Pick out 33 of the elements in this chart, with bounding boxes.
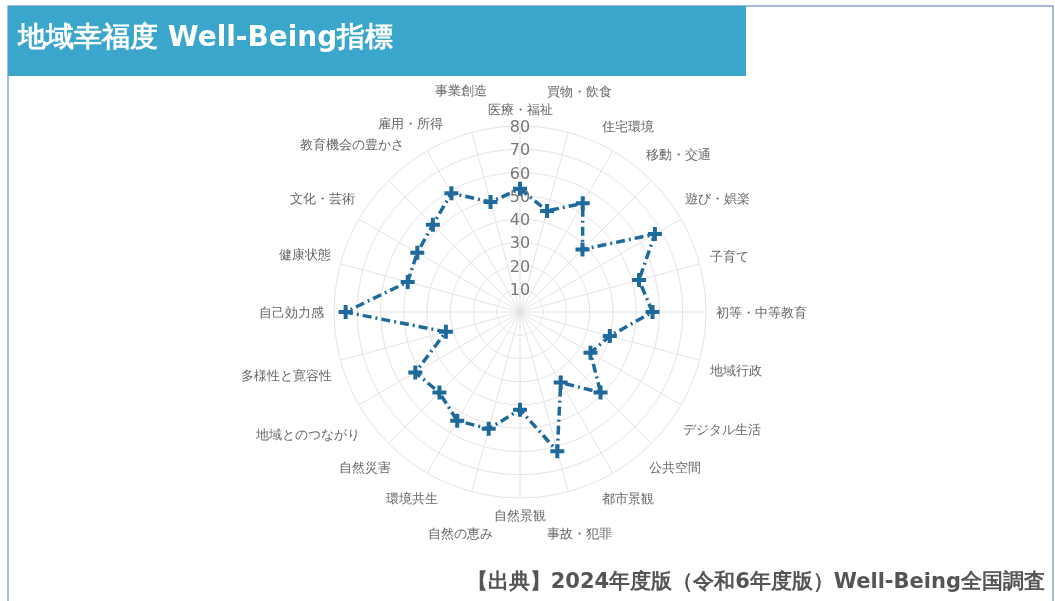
spoke-label: 初等・中等教育 — [716, 305, 807, 320]
spoke-label: 地域とのつながり — [254, 427, 360, 443]
spoke-label: 自然景観 — [494, 508, 546, 523]
spoke-label: 文化・芸術 — [290, 191, 356, 207]
y-tick-label: 20 — [509, 256, 531, 276]
spoke-label: 公共空間 — [649, 460, 702, 476]
spoke-label: 都市景観 — [601, 491, 654, 507]
y-tick-label: 30 — [509, 233, 531, 253]
spoke-label: 教育機会の豊かさ — [299, 136, 404, 152]
spoke-label: 地域行政 — [708, 362, 762, 378]
spoke-label: 子育て — [709, 248, 749, 264]
spoke-label: 医療・福祉 — [487, 102, 553, 117]
spoke-label: 自然の恵み — [428, 526, 494, 542]
spoke-label: 移動・交通 — [645, 146, 711, 162]
spoke-label: 買物・飲食 — [546, 83, 612, 99]
spoke-label: デジタル生活 — [683, 421, 762, 437]
text: 【出典】2024年度版（令和6年度版）Well-Being全国調査 — [466, 569, 1045, 593]
chart-title: 地域幸福度 Well-Being指標 — [16, 20, 394, 53]
spoke-label: 自然災害 — [338, 460, 391, 476]
spoke-label: 事故・犯罪 — [546, 526, 612, 542]
spoke-label: 事業創造 — [434, 83, 487, 99]
spoke-label: 多様性と寛容性 — [240, 367, 332, 383]
spoke-label: 環境共生 — [386, 491, 439, 507]
y-tick-label: 40 — [509, 210, 531, 229]
y-tick-label: 80 — [509, 117, 531, 136]
spoke-label: 雇用・所得 — [378, 115, 444, 131]
spoke-label: 住宅環境 — [600, 118, 654, 134]
spoke-label: 健康状態 — [278, 247, 331, 263]
spoke-label: 自己効力感 — [259, 305, 324, 320]
y-tick-label: 10 — [509, 279, 531, 299]
y-tick-label: 60 — [509, 163, 531, 183]
y-tick-label: 70 — [509, 140, 531, 160]
spoke-label: 遊び・娯楽 — [684, 191, 750, 207]
